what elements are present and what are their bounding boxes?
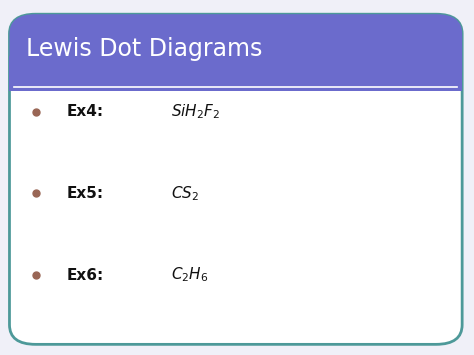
Text: $CS_2$: $CS_2$ (171, 184, 199, 203)
FancyBboxPatch shape (9, 14, 462, 344)
Bar (9, 56, 462, 91)
FancyBboxPatch shape (9, 14, 462, 91)
Text: $C_2H_6$: $C_2H_6$ (171, 266, 208, 284)
Text: Lewis Dot Diagrams: Lewis Dot Diagrams (26, 37, 263, 61)
Text: $SiH_2F_2$: $SiH_2F_2$ (171, 103, 220, 121)
Text: Ex4:: Ex4: (66, 104, 103, 119)
Text: Ex6:: Ex6: (66, 268, 104, 283)
Text: Ex5:: Ex5: (66, 186, 103, 201)
